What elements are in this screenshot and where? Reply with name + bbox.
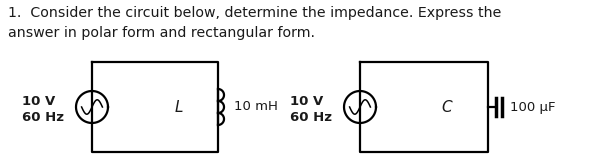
- Text: 1.  Consider the circuit below, determine the impedance. Express the: 1. Consider the circuit below, determine…: [8, 6, 501, 20]
- Text: 100 μF: 100 μF: [510, 101, 555, 113]
- Text: 10 mH: 10 mH: [234, 101, 278, 113]
- Text: 10 V: 10 V: [290, 95, 323, 108]
- Text: 60 Hz: 60 Hz: [22, 111, 64, 124]
- Text: C: C: [441, 100, 452, 114]
- Text: 60 Hz: 60 Hz: [290, 111, 332, 124]
- Text: answer in polar form and rectangular form.: answer in polar form and rectangular for…: [8, 26, 315, 40]
- Text: L: L: [174, 100, 183, 114]
- Text: 10 V: 10 V: [22, 95, 55, 108]
